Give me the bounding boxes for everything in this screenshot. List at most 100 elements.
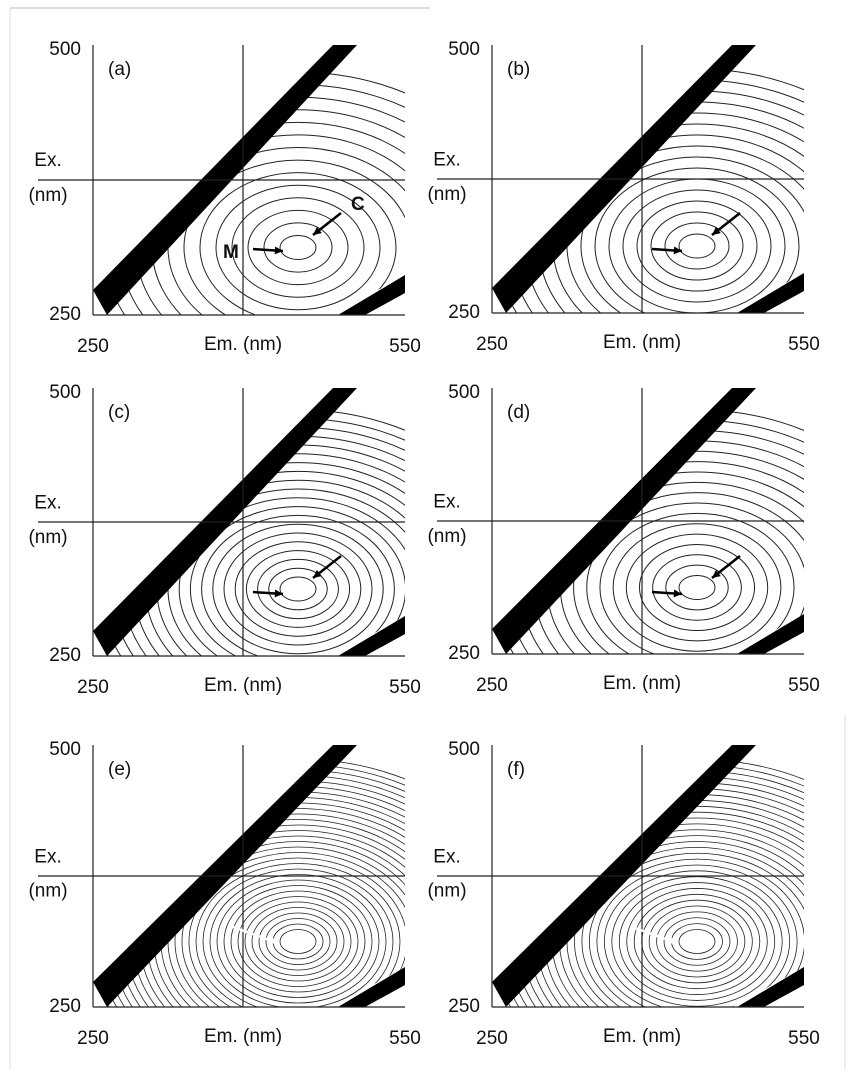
y-axis-label: Ex. (34, 847, 61, 868)
panel-label: (c) (108, 402, 130, 423)
contour-line (594, 167, 800, 313)
panel-label: (f) (507, 759, 525, 780)
contour-line (618, 882, 776, 1001)
contour-line (139, 819, 405, 1007)
y-tick-label: 250 (49, 304, 81, 325)
contour-line (546, 471, 804, 654)
arrow-head (313, 569, 322, 578)
panel-label: (e) (108, 759, 131, 780)
y-axis-label: (nm) (427, 526, 466, 547)
x-tick-label: 550 (788, 1028, 820, 1049)
y-axis-label: Ex. (433, 149, 460, 170)
contour-line (245, 550, 351, 628)
panel: (a) 500 250 250 550 Em. (nm) Ex. (nm) M C (28, 39, 421, 357)
contour-line (195, 863, 401, 1007)
arrow-head (673, 246, 682, 255)
x-axis-label: Em. (nm) (204, 1026, 282, 1047)
x-tick-label: 550 (788, 334, 820, 355)
contour-line (107, 758, 405, 1007)
x-tick-label: 250 (476, 334, 508, 355)
contour-line (189, 506, 405, 656)
arrow-head (269, 936, 278, 944)
contour-line (181, 852, 405, 1007)
y-axis-label: (nm) (28, 185, 67, 206)
contour-line (223, 532, 373, 646)
panel: (c) 500 250 250 550 Em. (nm) Ex. (nm) (28, 382, 421, 698)
contour-line (574, 846, 804, 1007)
contour-line (279, 576, 317, 602)
y-axis-label: Ex. (433, 847, 460, 868)
arrow-head (712, 569, 721, 578)
contour-line (573, 492, 804, 654)
contour-line (265, 918, 331, 965)
y-tick-label: 250 (49, 645, 81, 666)
contour-line (263, 222, 333, 273)
contour-line (209, 874, 387, 1007)
contour-line (551, 829, 804, 1007)
panel-label: (d) (507, 402, 530, 423)
contour-line (633, 893, 761, 990)
x-tick-label: 550 (389, 677, 421, 698)
contour-line (215, 184, 381, 311)
x-tick-label: 550 (389, 336, 421, 357)
arrow-head (274, 246, 283, 255)
x-tick-label: 250 (77, 677, 109, 698)
y-axis-label: (nm) (28, 881, 67, 902)
contour-line (151, 134, 405, 315)
y-tick-label: 250 (49, 996, 81, 1017)
arrow-head (274, 589, 283, 598)
arrow-head (673, 589, 682, 598)
contour-line (650, 211, 744, 281)
contour-line (608, 178, 786, 313)
contour-line (231, 197, 365, 298)
contour-line (586, 502, 804, 654)
second-order-band (737, 614, 804, 654)
x-axis-label: Em. (nm) (204, 675, 282, 696)
second-order-band (737, 967, 804, 1007)
contour-line (174, 846, 405, 1007)
contour-line (580, 156, 804, 313)
contour-line (146, 824, 405, 1007)
y-axis-label: (nm) (427, 184, 466, 205)
second-order-band (338, 967, 405, 1007)
contour-line (234, 541, 362, 637)
x-axis-label: Em. (nm) (603, 673, 681, 694)
contour-line (216, 879, 380, 1004)
contour-line (625, 533, 769, 642)
contour-line (538, 123, 804, 313)
x-tick-label: 550 (788, 675, 820, 696)
contours (107, 758, 405, 1007)
contour-line (678, 575, 716, 600)
contour-line (201, 514, 395, 656)
x-tick-label: 550 (389, 1028, 421, 1049)
contour-line (612, 523, 782, 652)
contour-line (648, 905, 746, 978)
y-tick-label: 500 (448, 39, 480, 60)
y-tick-label: 500 (448, 739, 480, 760)
contour-line (183, 159, 405, 315)
arrow-head (313, 226, 322, 235)
x-tick-label: 250 (476, 1028, 508, 1049)
contour-line (636, 200, 758, 292)
contour-line (589, 858, 804, 1007)
y-tick-label: 500 (49, 739, 81, 760)
contour-line (626, 888, 768, 995)
panel: (b) 500 250 250 550 Em. (nm) Ex. (nm) (427, 39, 820, 355)
contour-line (596, 864, 798, 1007)
contour-line (257, 558, 339, 620)
contour-line (199, 172, 397, 315)
contour-line (119, 109, 405, 315)
y-axis-label: Ex. (34, 150, 61, 171)
panel-label: (b) (507, 59, 530, 80)
second-order-band (338, 616, 405, 656)
contour-line (678, 233, 716, 259)
y-axis-label: Ex. (34, 492, 61, 513)
contour-line (581, 852, 804, 1007)
contour-line (247, 209, 349, 286)
contour-line (611, 876, 783, 1007)
second-order-band (737, 273, 804, 313)
panel: (e) 500 250 250 550 Em. (nm) Ex. (nm) (28, 739, 421, 1049)
y-tick-label: 500 (49, 39, 81, 60)
contour-line (656, 911, 738, 972)
